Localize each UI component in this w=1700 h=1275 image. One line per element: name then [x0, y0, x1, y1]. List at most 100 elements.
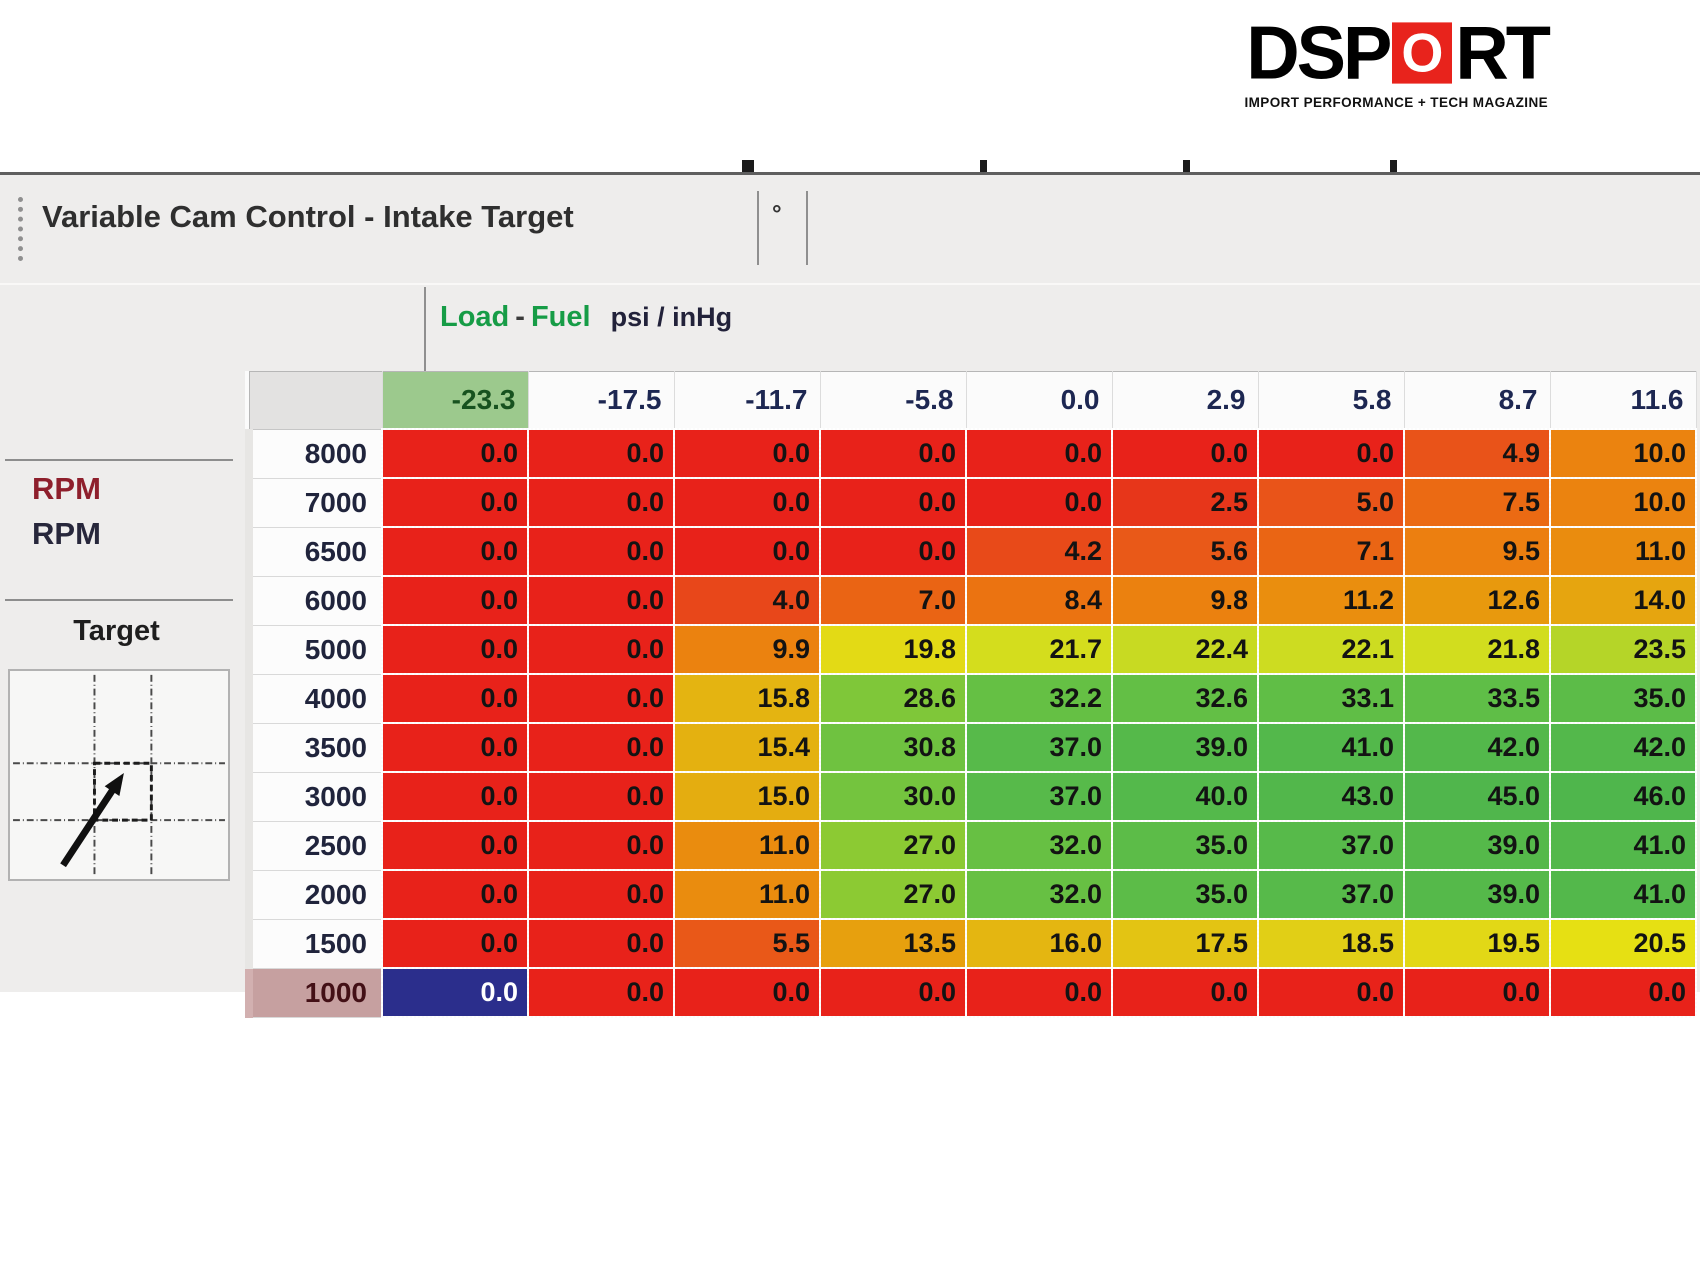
table-cell[interactable]: 0.0	[527, 820, 675, 871]
table-cell[interactable]: 0.0	[819, 967, 967, 1018]
table-cell[interactable]: 33.1	[1257, 673, 1405, 724]
table-cell[interactable]: 0.0	[527, 722, 675, 773]
table-cell[interactable]: 41.0	[1257, 722, 1405, 773]
table-cell[interactable]: 42.0	[1549, 722, 1697, 773]
table-cell[interactable]: 11.0	[673, 820, 821, 871]
table-cell[interactable]: 0.0	[527, 624, 675, 675]
table-cell[interactable]: 39.0	[1403, 820, 1551, 871]
table-cell[interactable]: 30.8	[819, 722, 967, 773]
table-cell[interactable]: 0.0	[965, 428, 1113, 479]
table-cell[interactable]: 15.4	[673, 722, 821, 773]
row-header-3500[interactable]: 3500	[245, 723, 382, 773]
table-cell[interactable]: 9.5	[1403, 526, 1551, 577]
table-cell[interactable]: 43.0	[1257, 771, 1405, 822]
table-cell[interactable]: 32.6	[1111, 673, 1259, 724]
table-cell[interactable]: 22.1	[1257, 624, 1405, 675]
table-cell[interactable]: 0.0	[673, 477, 821, 528]
table-cell[interactable]: 32.0	[965, 820, 1113, 871]
column-header-5.8[interactable]: 5.8	[1258, 371, 1405, 430]
table-cell[interactable]: 21.7	[965, 624, 1113, 675]
row-header-2000[interactable]: 2000	[245, 870, 382, 920]
row-header-2500[interactable]: 2500	[245, 821, 382, 871]
table-cell[interactable]: 37.0	[965, 722, 1113, 773]
table-cell[interactable]: 12.6	[1403, 575, 1551, 626]
table-cell[interactable]: 10.0	[1549, 428, 1697, 479]
row-header-4000[interactable]: 4000	[245, 674, 382, 724]
table-cell[interactable]: 0.0	[673, 428, 821, 479]
row-header-6000[interactable]: 6000	[245, 576, 382, 626]
table-cell[interactable]: 27.0	[819, 869, 967, 920]
table-cell[interactable]: 0.0	[673, 967, 821, 1018]
column-header--23.3[interactable]: -23.3	[382, 371, 529, 430]
table-cell[interactable]: 0.0	[381, 526, 529, 577]
table-cell[interactable]: 0.0	[381, 624, 529, 675]
table-cell[interactable]: 0.0	[527, 673, 675, 724]
row-header-5000[interactable]: 5000	[245, 625, 382, 675]
table-cell[interactable]: 0.0	[819, 526, 967, 577]
table-cell[interactable]: 15.0	[673, 771, 821, 822]
table-cell[interactable]: 0.0	[965, 967, 1113, 1018]
drag-handle[interactable]	[18, 197, 23, 261]
table-cell[interactable]: 14.0	[1549, 575, 1697, 626]
table-cell[interactable]: 0.0	[381, 673, 529, 724]
table-cell[interactable]: 4.2	[965, 526, 1113, 577]
table-cell[interactable]: 0.0	[673, 526, 821, 577]
table-cell[interactable]: 0.0	[381, 575, 529, 626]
table-cell[interactable]: 5.5	[673, 918, 821, 969]
table-cell[interactable]: 9.9	[673, 624, 821, 675]
table-cell[interactable]: 19.5	[1403, 918, 1551, 969]
table-cell[interactable]: 0.0	[527, 869, 675, 920]
table-cell[interactable]: 0.0	[1257, 428, 1405, 479]
table-cell[interactable]: 41.0	[1549, 820, 1697, 871]
row-header-1000[interactable]: 1000	[245, 968, 382, 1018]
table-cell[interactable]: 9.8	[1111, 575, 1259, 626]
table-cell[interactable]: 19.8	[819, 624, 967, 675]
table-cell[interactable]: 15.8	[673, 673, 821, 724]
table-cell[interactable]: 0.0	[527, 918, 675, 969]
table-cell[interactable]: 2.5	[1111, 477, 1259, 528]
row-header-6500[interactable]: 6500	[245, 527, 382, 577]
table-cell[interactable]: 5.0	[1257, 477, 1405, 528]
table-cell[interactable]: 10.0	[1549, 477, 1697, 528]
table-cell[interactable]: 27.0	[819, 820, 967, 871]
table-cell[interactable]: 7.1	[1257, 526, 1405, 577]
table-cell[interactable]: 7.5	[1403, 477, 1551, 528]
column-header-2.9[interactable]: 2.9	[1112, 371, 1259, 430]
column-header--11.7[interactable]: -11.7	[674, 371, 821, 430]
table-cell[interactable]: 35.0	[1549, 673, 1697, 724]
column-header-8.7[interactable]: 8.7	[1404, 371, 1551, 430]
table-cell[interactable]: 0.0	[527, 428, 675, 479]
table-cell[interactable]: 0.0	[381, 771, 529, 822]
table-cell[interactable]: 8.4	[965, 575, 1113, 626]
table-cell[interactable]: 0.0	[381, 967, 529, 1018]
column-header-11.6[interactable]: 11.6	[1550, 371, 1697, 430]
table-cell[interactable]: 37.0	[965, 771, 1113, 822]
table-cell[interactable]: 35.0	[1111, 869, 1259, 920]
table-cell[interactable]: 41.0	[1549, 869, 1697, 920]
table-cell[interactable]: 22.4	[1111, 624, 1259, 675]
table-cell[interactable]: 16.0	[965, 918, 1113, 969]
table-cell[interactable]: 42.0	[1403, 722, 1551, 773]
table-cell[interactable]: 46.0	[1549, 771, 1697, 822]
table-cell[interactable]: 17.5	[1111, 918, 1259, 969]
row-header-3000[interactable]: 3000	[245, 772, 382, 822]
table-cell[interactable]: 0.0	[381, 918, 529, 969]
table-cell[interactable]: 37.0	[1257, 869, 1405, 920]
table-cell[interactable]: 11.0	[673, 869, 821, 920]
table-cell[interactable]: 0.0	[527, 967, 675, 1018]
table-cell[interactable]: 11.0	[1549, 526, 1697, 577]
row-header-1500[interactable]: 1500	[245, 919, 382, 969]
table-cell[interactable]: 0.0	[527, 575, 675, 626]
vvt-intake-target-table[interactable]: -23.3 -17.5 -11.7 -5.8 0.0 2.9 5.8 8.7 11.6 8000 0…	[245, 371, 1697, 1018]
table-cell[interactable]: 21.8	[1403, 624, 1551, 675]
table-cell[interactable]: 0.0	[1111, 967, 1259, 1018]
table-cell[interactable]: 4.9	[1403, 428, 1551, 479]
table-cell[interactable]: 0.0	[1403, 967, 1551, 1018]
table-cell[interactable]: 33.5	[1403, 673, 1551, 724]
table-cell[interactable]: 0.0	[381, 428, 529, 479]
table-cell[interactable]: 40.0	[1111, 771, 1259, 822]
table-cell[interactable]: 0.0	[819, 428, 967, 479]
table-cell[interactable]: 45.0	[1403, 771, 1551, 822]
table-cell[interactable]: 0.0	[527, 526, 675, 577]
column-header-0.0[interactable]: 0.0	[966, 371, 1113, 430]
